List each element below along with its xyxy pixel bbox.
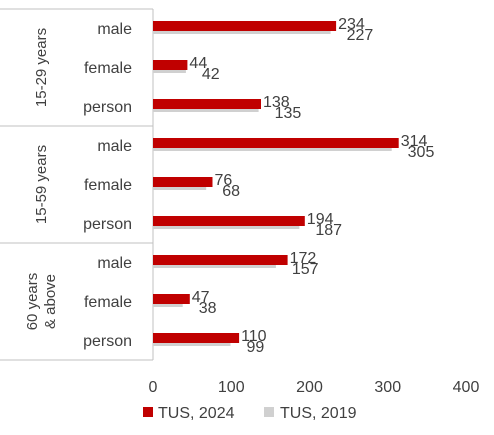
data-label-tus-2019: 42 — [202, 66, 220, 83]
x-tick-label: 100 — [218, 379, 245, 396]
data-label-tus-2024: 110 — [241, 328, 267, 345]
legend-swatch-tus-2019 — [264, 407, 274, 417]
legend-swatch-tus-2024 — [143, 407, 153, 417]
bar-tus-2024 — [153, 216, 305, 226]
data-label-tus-2019: 135 — [275, 105, 302, 122]
legend-label-tus-2019: TUS, 2019 — [280, 405, 357, 422]
data-label-tus-2024: 234 — [338, 16, 365, 33]
category-label: person — [83, 333, 132, 350]
group-label: 15-29 years — [33, 28, 50, 107]
data-label-tus-2019: 68 — [222, 183, 240, 200]
bar-tus-2024 — [153, 21, 337, 31]
category-label: male — [97, 255, 132, 272]
category-label: female — [84, 60, 132, 77]
category-label: male — [97, 21, 132, 38]
data-label-tus-2024: 172 — [290, 250, 317, 267]
data-label-tus-2024: 194 — [307, 211, 334, 228]
data-label-tus-2024: 47 — [192, 289, 210, 306]
category-label: person — [83, 216, 132, 233]
legend-label-tus-2024: TUS, 2024 — [158, 405, 235, 422]
category-label: female — [84, 294, 132, 311]
data-label-tus-2024: 314 — [401, 133, 428, 150]
group-label-line: 60 years — [24, 273, 41, 331]
category-label: female — [84, 177, 132, 194]
data-label-tus-2019: 99 — [246, 339, 264, 356]
data-label-tus-2024: 44 — [189, 55, 207, 72]
x-tick-label: 300 — [374, 379, 401, 396]
bar-tus-2024 — [153, 294, 190, 304]
group-label: 15-59 years — [33, 145, 50, 224]
data-label-tus-2024: 138 — [263, 94, 290, 111]
bar-tus-2024 — [153, 333, 240, 343]
data-label-tus-2019: 305 — [408, 144, 435, 161]
x-tick-label: 400 — [453, 379, 480, 396]
group-label-line: & above — [42, 274, 59, 329]
data-label-tus-2019: 187 — [315, 222, 342, 239]
data-label-tus-2019: 38 — [199, 300, 217, 317]
bar-tus-2024 — [153, 255, 288, 265]
group-label: 60 years& above — [24, 273, 59, 331]
category-label: male — [97, 138, 132, 155]
data-label-tus-2019: 157 — [292, 261, 319, 278]
data-label-tus-2024: 76 — [214, 172, 232, 189]
category-label: person — [83, 99, 132, 116]
bar-tus-2024 — [153, 60, 188, 70]
bar-tus-2024 — [153, 138, 399, 148]
bar-tus-2024 — [153, 99, 261, 109]
x-tick-label: 0 — [149, 379, 158, 396]
bar-tus-2024 — [153, 177, 213, 187]
x-tick-label: 200 — [296, 379, 323, 396]
data-label-tus-2019: 227 — [347, 27, 374, 44]
